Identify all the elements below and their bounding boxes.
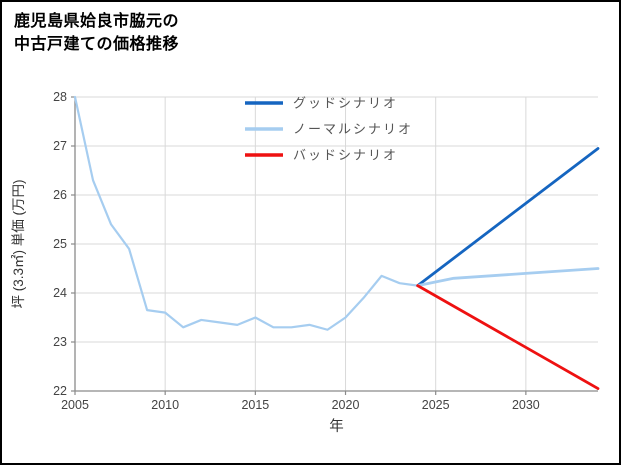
series-group xyxy=(73,95,600,390)
tick-labels: 2005 2010 2015 2020 2025 2030 22 23 24 25 26 27 28 xyxy=(53,90,540,412)
y-axis-label: 坪 (3.3㎡) 単価 (万円) xyxy=(11,179,26,308)
chart-title-line2: 中古戸建ての価格推移 xyxy=(14,36,180,54)
y-tick-label: 25 xyxy=(53,237,67,251)
series-historical xyxy=(73,95,419,331)
grid-lines xyxy=(74,96,598,392)
x-tick-label: 2025 xyxy=(422,398,450,412)
series-good-scenario xyxy=(416,147,600,288)
x-tick-label: 2010 xyxy=(151,398,179,412)
series-bad-scenario xyxy=(416,284,600,390)
legend-label: グッドシナリオ xyxy=(293,96,398,111)
y-tick-label: 27 xyxy=(53,139,67,153)
y-tick-label: 23 xyxy=(53,335,67,349)
x-tick-label: 2020 xyxy=(332,398,360,412)
y-tick-label: 26 xyxy=(53,188,67,202)
chart-title: 鹿児島県姶良市脇元の 中古戸建ての価格推移 xyxy=(14,10,179,56)
chart-title-line1: 鹿児島県姶良市脇元の xyxy=(14,13,180,30)
legend-label: バッドシナリオ xyxy=(293,148,398,163)
x-tick-label: 2030 xyxy=(512,398,540,412)
x-axis-label: 年 xyxy=(329,418,344,435)
x-tick-label: 2005 xyxy=(61,398,89,412)
y-tick-label: 28 xyxy=(53,90,67,104)
y-tick-label: 24 xyxy=(53,286,67,300)
x-tick-label: 2015 xyxy=(241,398,269,412)
series-normal-scenario xyxy=(416,267,600,288)
legend-label: ノーマルシナリオ xyxy=(293,122,413,137)
y-tick-label: 22 xyxy=(53,384,67,398)
